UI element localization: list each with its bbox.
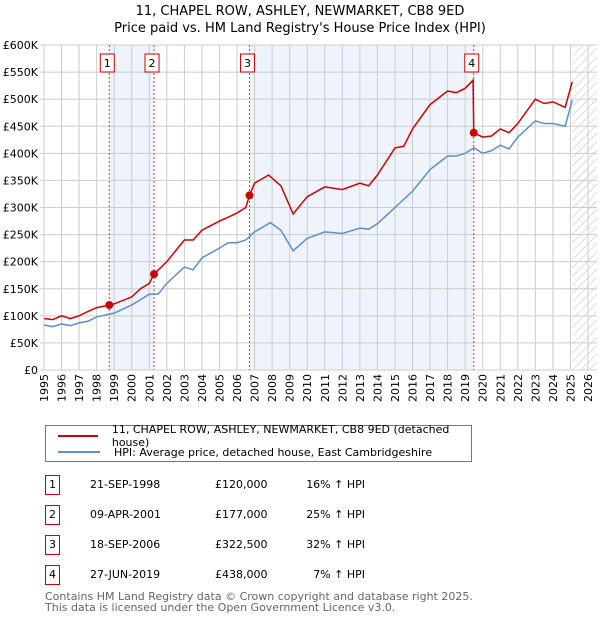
transaction-price: £120,000 bbox=[215, 478, 268, 491]
x-tick-label: 2012 bbox=[336, 374, 349, 402]
transaction-price: £322,500 bbox=[215, 538, 268, 551]
transaction-price: £438,000 bbox=[215, 568, 268, 581]
y-tick-label: £200K bbox=[3, 256, 39, 269]
transaction-date: 18-SEP-2006 bbox=[90, 538, 161, 551]
x-tick-label: 1996 bbox=[56, 374, 69, 402]
sale-label-box bbox=[464, 53, 480, 73]
x-tick-label: 2022 bbox=[512, 374, 525, 402]
legend-item-property: 11, CHAPEL ROW, ASHLEY, NEWMARKET, CB8 9… bbox=[58, 423, 471, 449]
legend-item-hpi: HPI: Average price, detached house, East… bbox=[58, 444, 432, 460]
title: 11, CHAPEL ROW, ASHLEY, NEWMARKET, CB8 9… bbox=[135, 4, 465, 19]
sale-point bbox=[245, 191, 254, 200]
transaction-price: £177,000 bbox=[215, 508, 268, 521]
x-tick-label: 2006 bbox=[231, 374, 244, 402]
x-tick-label: 1999 bbox=[108, 374, 121, 402]
footer: Contains HM Land Registry data © Crown c… bbox=[45, 591, 473, 613]
transaction-hpi-change: 7% ↑ HPI bbox=[313, 568, 365, 581]
x-tick-label: 2011 bbox=[319, 374, 332, 402]
transaction-number: 1 bbox=[45, 475, 60, 495]
transaction-number: 4 bbox=[45, 565, 60, 585]
x-tick-label: 2002 bbox=[161, 374, 174, 402]
x-tick-label: 2021 bbox=[494, 374, 507, 402]
transaction-row: 3 18-SEP-2006 £322,500 32% ↑ HPI bbox=[45, 535, 445, 555]
x-tick-label: 2013 bbox=[354, 374, 367, 402]
y-tick-label: £450K bbox=[3, 120, 39, 133]
x-tick-label: 2003 bbox=[178, 374, 191, 402]
x-tick-label: 2009 bbox=[284, 374, 297, 402]
footer-line2: This data is licensed under the Open Gov… bbox=[45, 601, 396, 614]
sale-label: 2 bbox=[149, 57, 156, 70]
x-tick-label: 1995 bbox=[38, 374, 51, 402]
x-tick-label: 2008 bbox=[266, 374, 279, 402]
transaction-date: 21-SEP-1998 bbox=[90, 478, 161, 491]
x-tick-label: 2018 bbox=[442, 374, 455, 402]
price-chart: 1995 1996 1997 1998 1999 2000 2001 2002 2003 2004… bbox=[3, 39, 597, 402]
y-tick-label: £300K bbox=[3, 202, 39, 215]
hpi-line bbox=[43, 100, 573, 328]
transaction-hpi-change: 32% ↑ HPI bbox=[306, 538, 365, 551]
x-tick-label: 2023 bbox=[529, 374, 542, 402]
transaction-date: 09-APR-2001 bbox=[90, 508, 162, 521]
x-tick-label: 2025 bbox=[564, 374, 577, 402]
sale-label: 3 bbox=[244, 57, 251, 70]
x-tick-label: 1998 bbox=[91, 374, 104, 402]
transaction-row: 1 21-SEP-1998 £120,000 16% ↑ HPI bbox=[45, 475, 445, 495]
sale-label: 4 bbox=[468, 57, 475, 70]
x-tick-label: 2019 bbox=[459, 374, 472, 402]
y-tick-label: £100K bbox=[3, 310, 39, 323]
legend-label: HPI: Average price, detached house, East… bbox=[114, 445, 433, 459]
chart-title: 11, CHAPEL ROW, ASHLEY, NEWMARKET, CB8 9… bbox=[0, 3, 600, 37]
sale-label-box bbox=[144, 53, 160, 73]
legend: 11, CHAPEL ROW, ASHLEY, NEWMARKET, CB8 9… bbox=[45, 423, 472, 462]
sale-point bbox=[105, 301, 114, 309]
sale-label: 1 bbox=[104, 57, 111, 70]
transaction-date: 27-JUN-2019 bbox=[90, 568, 161, 581]
x-tick-label: 2010 bbox=[301, 374, 314, 402]
transaction-hpi-change: 25% ↑ HPI bbox=[306, 508, 365, 521]
transaction-number: 2 bbox=[45, 505, 60, 525]
x-tick-label: 2007 bbox=[249, 374, 262, 402]
x-tick-label: 2026 bbox=[582, 374, 595, 402]
y-tick-label: £400K bbox=[3, 147, 39, 160]
x-tick-label: 2004 bbox=[196, 374, 209, 402]
sale-point bbox=[469, 128, 478, 137]
x-tick-label: 1997 bbox=[73, 374, 86, 402]
x-tick-label: 2000 bbox=[126, 374, 139, 402]
y-tick-label: £150K bbox=[3, 283, 39, 296]
y-tick-label: £0 bbox=[24, 364, 38, 377]
legend-label: 11, CHAPEL ROW, ASHLEY, NEWMARKET, CB8 9… bbox=[111, 423, 450, 449]
y-tick-label: £550K bbox=[3, 66, 39, 79]
property-price-line bbox=[43, 78, 573, 321]
x-tick-label: 2017 bbox=[424, 374, 437, 402]
sale-point bbox=[150, 270, 159, 279]
x-tick-label: 2024 bbox=[547, 374, 560, 402]
y-tick-label: £600K bbox=[3, 39, 39, 52]
sale-label-box bbox=[239, 53, 255, 73]
x-tick-label: 2016 bbox=[407, 374, 420, 402]
x-tick-label: 2014 bbox=[371, 374, 384, 402]
x-tick-label: 2015 bbox=[389, 374, 402, 402]
y-tick-label: £250K bbox=[3, 229, 39, 242]
footer-line1: Contains HM Land Registry data © Crown c… bbox=[45, 590, 473, 603]
x-tick-label: 2020 bbox=[477, 374, 490, 402]
transaction-row: 2 09-APR-2001 £177,000 25% ↑ HPI bbox=[45, 505, 445, 525]
legend-swatch-red bbox=[58, 435, 98, 437]
y-tick-label: £500K bbox=[3, 93, 39, 106]
x-tick-label: 2001 bbox=[143, 374, 156, 402]
x-tick-label: 2005 bbox=[213, 374, 226, 402]
subtitle: Price paid vs. HM Land Registry's House … bbox=[114, 21, 486, 36]
transaction-row: 4 27-JUN-2019 £438,000 7% ↑ HPI bbox=[45, 565, 445, 585]
transaction-number: 3 bbox=[45, 535, 60, 555]
transaction-hpi-change: 16% ↑ HPI bbox=[306, 478, 365, 491]
legend-swatch-blue bbox=[58, 451, 100, 453]
y-tick-label: £350K bbox=[3, 174, 39, 187]
y-tick-label: £50K bbox=[10, 337, 39, 350]
sale-label-box bbox=[99, 53, 115, 73]
